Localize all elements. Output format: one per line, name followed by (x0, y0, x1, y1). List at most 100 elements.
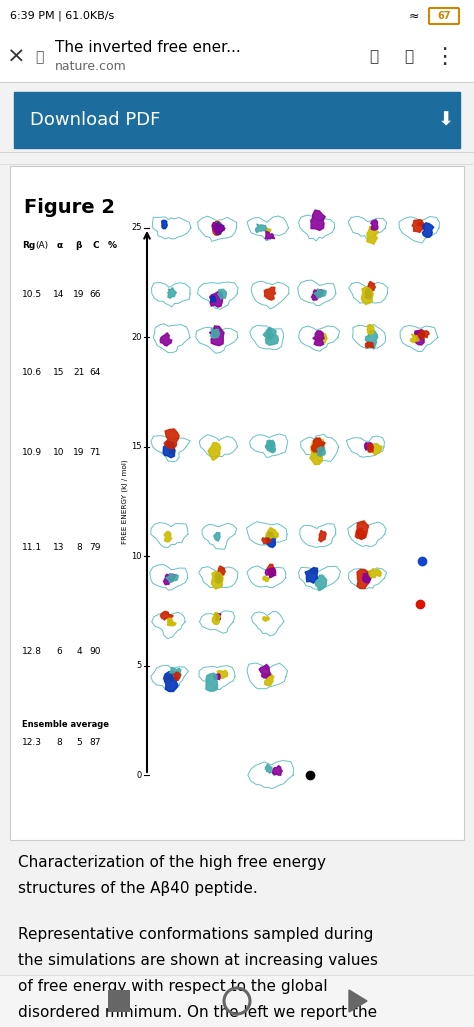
Polygon shape (215, 573, 220, 581)
Polygon shape (367, 226, 379, 244)
Polygon shape (263, 576, 269, 581)
Polygon shape (348, 522, 386, 546)
Polygon shape (273, 766, 282, 775)
Text: 11.1: 11.1 (22, 543, 42, 551)
Polygon shape (250, 326, 283, 350)
Polygon shape (319, 530, 326, 542)
Polygon shape (348, 568, 387, 588)
Polygon shape (365, 445, 370, 449)
Polygon shape (168, 618, 173, 625)
Text: 14: 14 (53, 290, 64, 299)
Polygon shape (164, 672, 178, 691)
Polygon shape (300, 524, 336, 547)
Text: 67: 67 (437, 11, 451, 21)
Polygon shape (365, 443, 373, 450)
Polygon shape (265, 328, 278, 345)
Polygon shape (265, 231, 275, 239)
Polygon shape (251, 281, 289, 309)
Polygon shape (400, 326, 438, 351)
Bar (0, 32, 474, 82)
Text: ⋮: ⋮ (433, 47, 455, 67)
Polygon shape (314, 289, 326, 298)
Polygon shape (218, 290, 227, 299)
Text: 79: 79 (89, 543, 101, 551)
Polygon shape (368, 281, 375, 292)
Polygon shape (311, 211, 325, 230)
Polygon shape (299, 215, 335, 241)
Polygon shape (247, 663, 288, 689)
Polygon shape (349, 990, 367, 1012)
Polygon shape (169, 449, 176, 454)
Polygon shape (212, 222, 222, 235)
Polygon shape (206, 673, 218, 691)
Polygon shape (310, 445, 323, 464)
Text: of free energy with respect to the global: of free energy with respect to the globa… (18, 979, 328, 994)
Polygon shape (213, 674, 220, 680)
Polygon shape (267, 564, 276, 577)
Polygon shape (210, 329, 219, 338)
Polygon shape (346, 436, 384, 457)
Polygon shape (363, 573, 371, 582)
Polygon shape (153, 324, 190, 352)
Polygon shape (165, 574, 176, 582)
Polygon shape (160, 611, 173, 620)
Polygon shape (266, 528, 278, 538)
Polygon shape (212, 613, 220, 624)
Polygon shape (361, 288, 373, 304)
Text: 25: 25 (131, 224, 142, 232)
Polygon shape (369, 568, 382, 577)
Polygon shape (200, 611, 235, 634)
Polygon shape (301, 434, 339, 462)
Polygon shape (151, 665, 188, 691)
Bar (10, 166, 464, 840)
Polygon shape (311, 438, 325, 455)
Polygon shape (152, 282, 190, 307)
Polygon shape (198, 282, 238, 309)
Text: Characterization of the high free energy: Characterization of the high free energy (18, 855, 326, 870)
Text: the simulations are shown at increasing values: the simulations are shown at increasing … (18, 953, 378, 968)
Text: ×: × (7, 47, 25, 67)
Text: C: C (93, 241, 100, 250)
Text: Rg: Rg (22, 241, 35, 250)
Text: Ensemble average: Ensemble average (22, 720, 109, 729)
Polygon shape (173, 672, 180, 681)
Text: 0: 0 (137, 770, 142, 779)
Polygon shape (210, 292, 223, 307)
Text: 10: 10 (131, 551, 142, 561)
Text: 10.9: 10.9 (22, 448, 42, 457)
Polygon shape (313, 290, 324, 298)
Text: Download PDF: Download PDF (30, 111, 160, 129)
Bar (0, 148, 474, 166)
Text: ⬇: ⬇ (438, 111, 454, 129)
Polygon shape (410, 334, 419, 343)
Polygon shape (151, 523, 188, 547)
Polygon shape (164, 429, 179, 449)
Polygon shape (367, 445, 374, 452)
Text: 📤: 📤 (369, 49, 379, 65)
Text: β: β (75, 241, 82, 250)
Polygon shape (259, 664, 271, 678)
Text: nature.com: nature.com (55, 61, 127, 74)
Polygon shape (150, 565, 188, 591)
Polygon shape (216, 613, 221, 620)
Polygon shape (264, 288, 275, 300)
Polygon shape (163, 442, 175, 458)
Polygon shape (365, 289, 370, 297)
Text: 10.5: 10.5 (22, 290, 42, 299)
Text: 5: 5 (137, 661, 142, 670)
Polygon shape (315, 575, 327, 591)
Text: α: α (57, 241, 63, 250)
FancyBboxPatch shape (429, 8, 459, 24)
Polygon shape (267, 331, 273, 339)
Polygon shape (310, 569, 316, 574)
Polygon shape (265, 764, 272, 773)
Polygon shape (265, 444, 271, 449)
Text: 10: 10 (53, 448, 65, 457)
Polygon shape (247, 216, 289, 240)
Text: 87: 87 (89, 738, 101, 747)
Text: 13: 13 (53, 543, 65, 551)
Polygon shape (264, 330, 273, 339)
Polygon shape (370, 444, 382, 455)
Polygon shape (417, 222, 425, 227)
Polygon shape (299, 326, 339, 351)
